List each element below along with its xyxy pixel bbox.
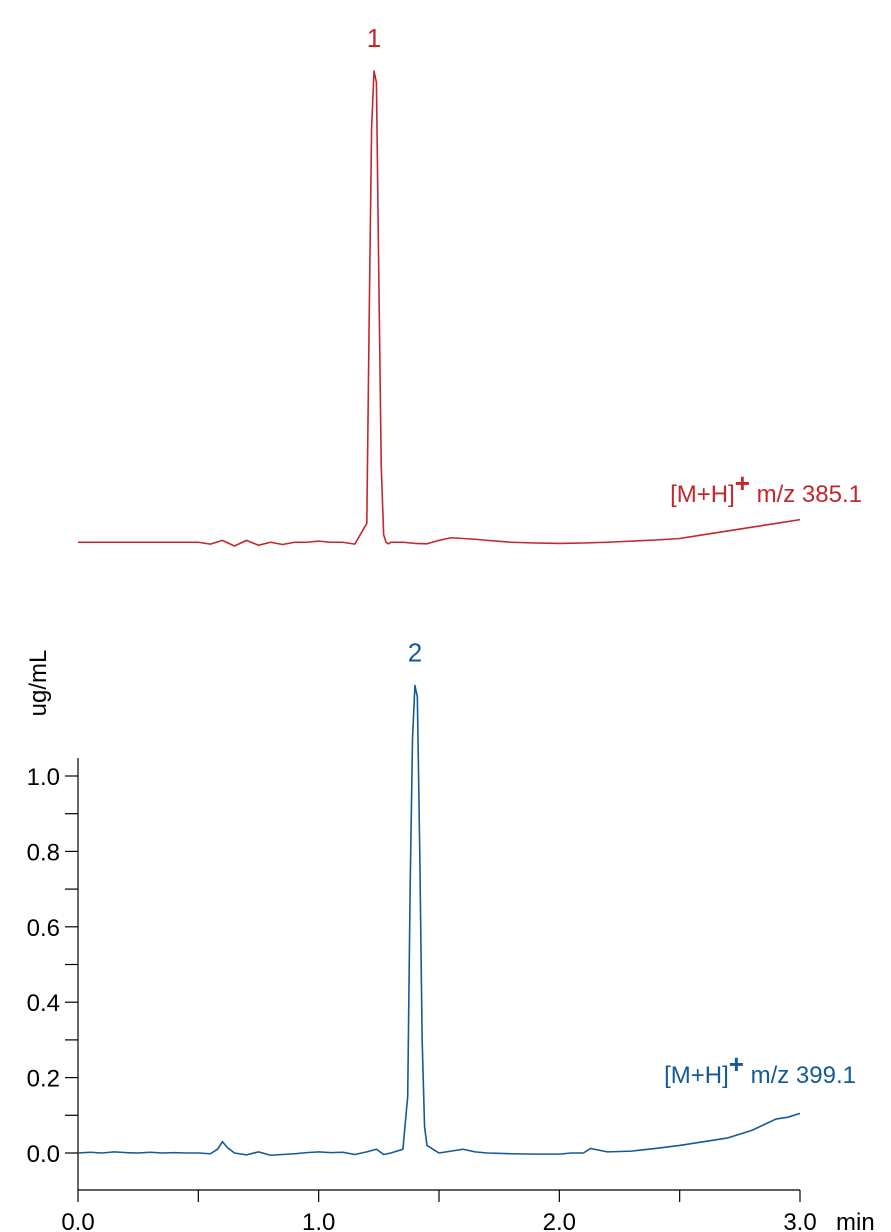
y-tick-label: 1.0 (27, 764, 60, 791)
x-tick-label: 2.0 (543, 1209, 576, 1232)
series-label-2: [M+H]+ m/z 399.1 (664, 1049, 856, 1089)
series-label-superscript: + (729, 1049, 744, 1079)
y-tick-label: 0.6 (27, 915, 60, 942)
y-tick-label: 0.0 (27, 1141, 60, 1168)
series-label-main: [M+H] (670, 481, 735, 508)
traces (77, 70, 801, 1157)
peak-label-1: 1 (367, 23, 381, 53)
series-label-tail: m/z 399.1 (744, 1062, 856, 1089)
peak-label-2: 2 (408, 638, 422, 668)
series-label-main: [M+H] (664, 1062, 729, 1089)
x-tick-label: 1.0 (302, 1209, 335, 1232)
series-line-2 (77, 684, 801, 1157)
x-tick-label: 0.0 (61, 1209, 94, 1232)
series-label-1: [M+H]+ m/z 385.1 (670, 468, 862, 508)
y-tick-label: 0.2 (27, 1066, 60, 1093)
y-tick-label: 0.4 (27, 990, 60, 1017)
series-line-1 (78, 70, 801, 547)
chart-labels: 1[M+H]+ m/z 385.12[M+H]+ m/z 399.1 (367, 23, 862, 1089)
series-label-tail: m/z 385.1 (750, 481, 862, 508)
y-axis-label: ug/mL (25, 650, 52, 717)
axes: 0.0 1.0 2.0 3.0 min 0.0 0.2 0.4 0.6 0.8 1.0 ug/mL (25, 650, 875, 1232)
y-tick-label: 0.8 (27, 839, 60, 866)
series-label-superscript: + (735, 468, 750, 498)
x-axis-label: min (836, 1209, 875, 1232)
x-tick-label: 3.0 (783, 1209, 816, 1232)
